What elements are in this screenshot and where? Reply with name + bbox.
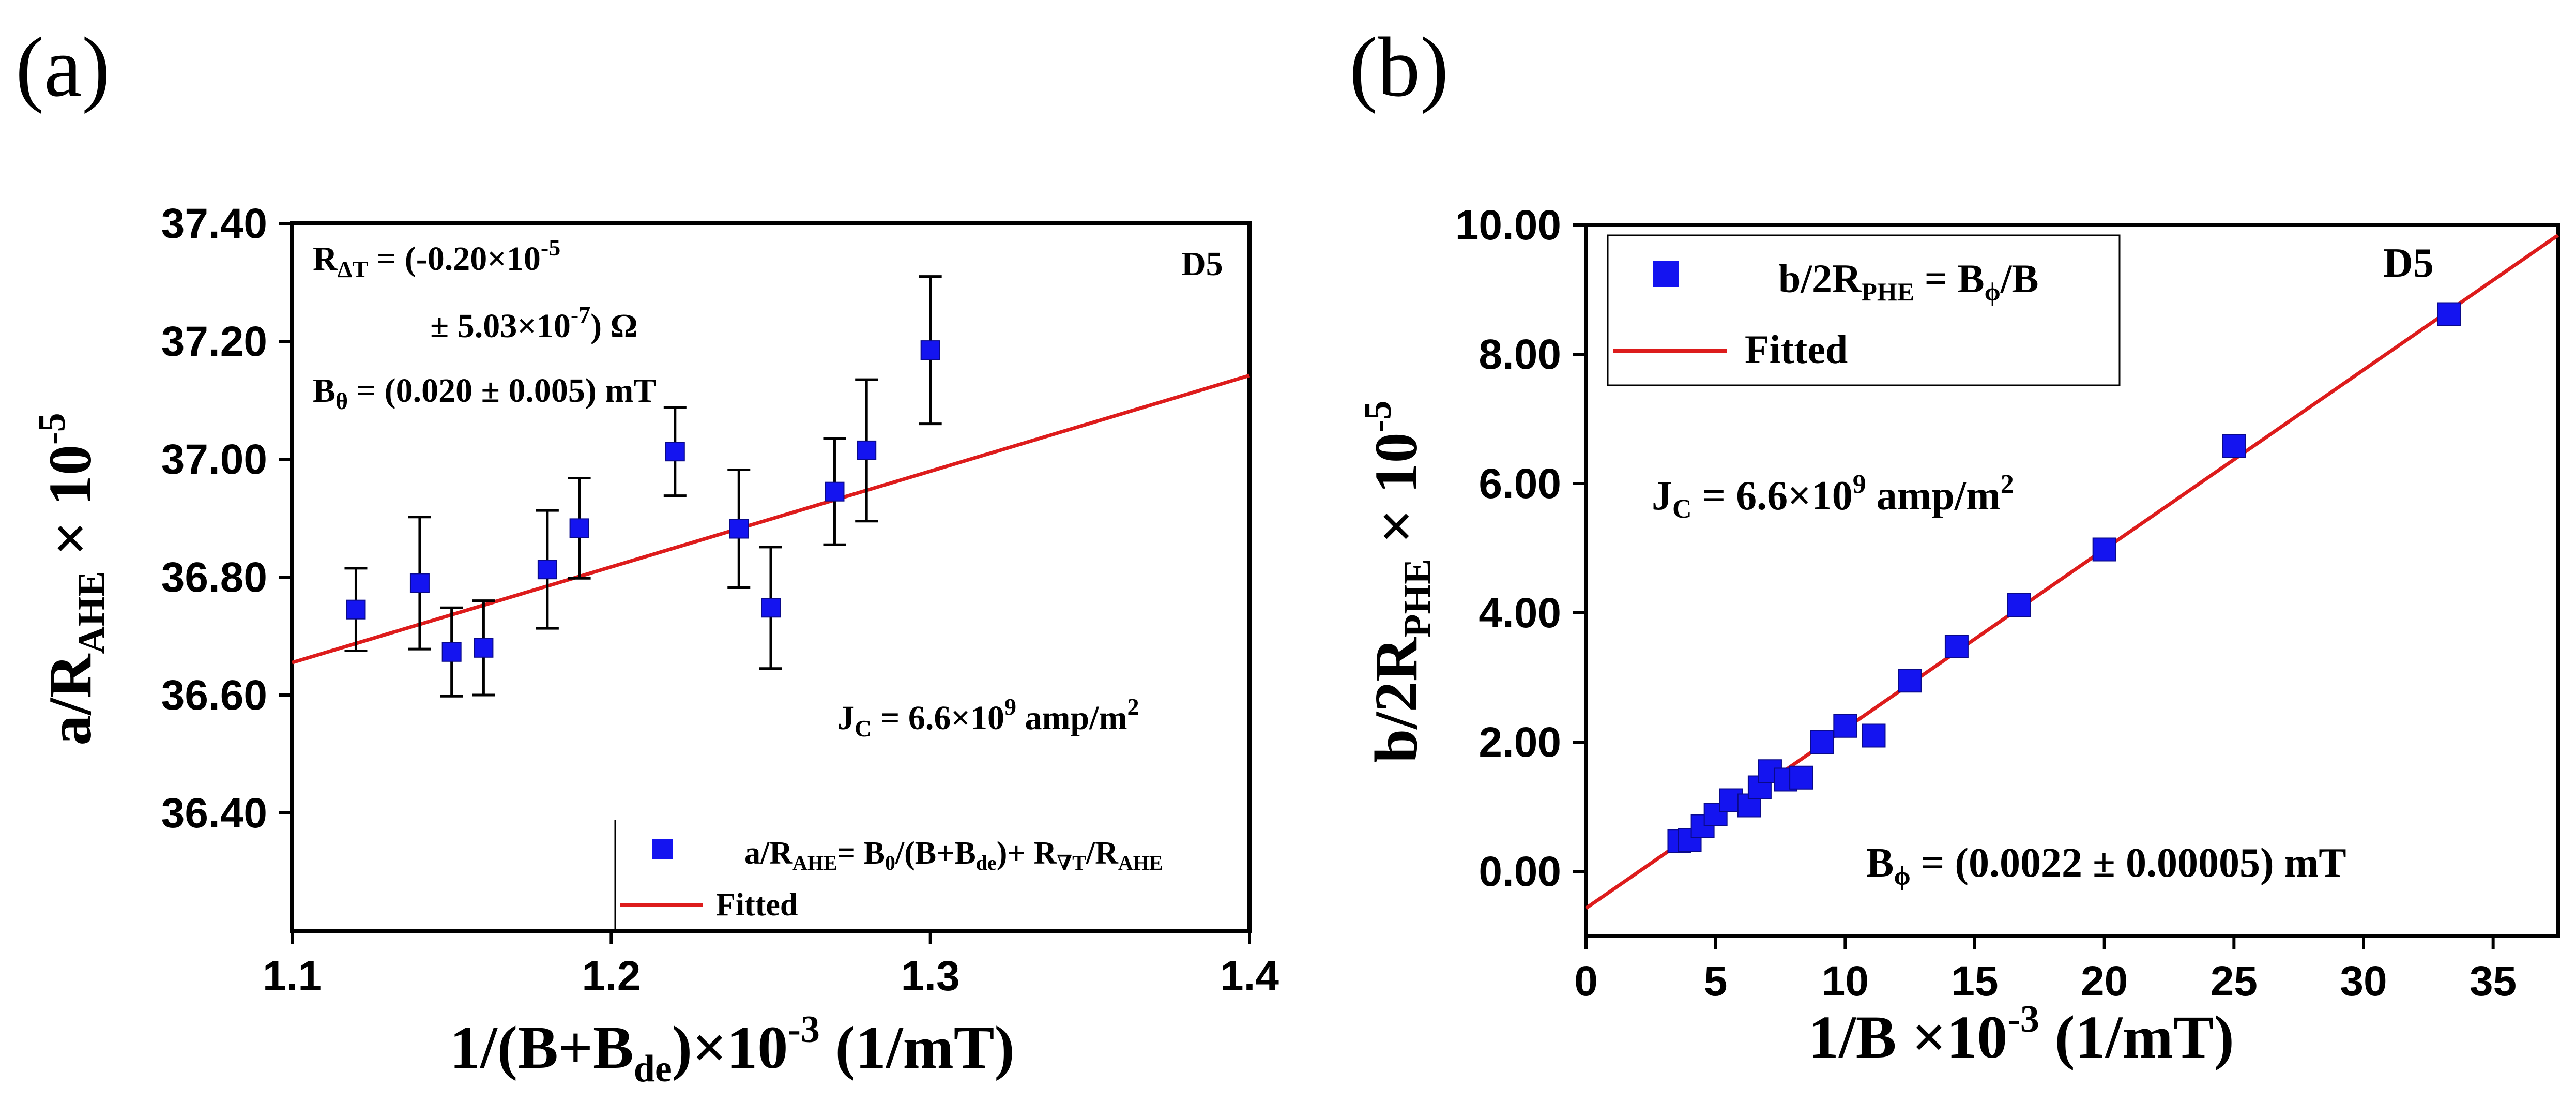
panel-a-dataset-label: D5 — [1181, 245, 1223, 283]
data-point — [729, 519, 749, 539]
panel-a-legend-marker — [652, 839, 673, 859]
x-tick-label: 1.4 — [1220, 953, 1279, 1000]
panel-b-plot-frame — [1584, 223, 2560, 938]
y-tick-label: 10.00 — [1455, 202, 1561, 249]
y-tick-label: 6.00 — [1478, 460, 1561, 507]
data-point — [2222, 434, 2246, 458]
data-point — [1833, 714, 1857, 738]
panel-b-marks — [1667, 302, 2461, 853]
panel-a-legend-fit-label: Fitted — [716, 887, 798, 923]
panel-b-legend-series-label: b/2RPHE = Bϕ/B — [1778, 256, 2039, 306]
panel-a-annotation-r-error: ± 5.03×10-7) Ω — [430, 301, 638, 345]
data-point — [537, 560, 557, 580]
panel-a-y-axis-title: a/RAHE × 10-5 — [31, 413, 113, 745]
data-point — [409, 573, 430, 593]
data-point — [1810, 730, 1834, 754]
panel-b-y-axis-title: b/2RPHE × 10-5 — [1357, 401, 1439, 763]
panel-a: (a) 1.1 1.2 1.3 1.4 36.40 36.60 36.80 37.00 37.2… — [16, 20, 1279, 1090]
panel-b-annotation-jc: JC = 6.6×109 amp/m2 — [1652, 470, 2014, 524]
data-point — [857, 440, 877, 460]
panel-a-marks — [344, 275, 942, 698]
panel-b-legend: b/2RPHE = Bϕ/B Fitted — [1607, 234, 2121, 386]
panel-a-legend: a/RAHE= B0/(B+Bde)+ R∇T/RAHE Fitted — [614, 820, 1163, 931]
data-point — [2092, 537, 2116, 562]
y-tick-label: 37.40 — [161, 200, 267, 247]
y-tick-label: 0.00 — [1478, 848, 1561, 895]
panel-b-x-axis-title: 1/B ×10-3 (1/mT) — [1808, 998, 2234, 1071]
panel-b-ticks: 0 5 10 15 20 25 30 35 0.00 2.00 4.00 6.00 8.00 10.00 — [1455, 202, 2517, 1005]
panel-a-legend-series-label: a/RAHE= B0/(B+Bde)+ R∇T/RAHE — [744, 836, 1163, 874]
y-tick-label: 4.00 — [1478, 590, 1561, 637]
x-tick-label: 0 — [1574, 958, 1598, 1005]
data-point — [2437, 302, 2461, 326]
y-tick-label: 2.00 — [1478, 719, 1561, 766]
panel-b-label: (b) — [1349, 20, 1449, 114]
y-tick-label: 37.00 — [161, 436, 267, 483]
data-point — [1703, 803, 1728, 826]
x-tick-label: 1.1 — [263, 953, 322, 1000]
panel-b-annotation-b-phi: Bϕ = (0.0022 ± 0.00005) mT — [1866, 840, 2346, 891]
panel-b-legend-fit-label: Fitted — [1745, 327, 1848, 372]
data-point — [569, 518, 589, 538]
x-tick-label: 20 — [2081, 958, 2128, 1005]
data-point — [346, 599, 366, 620]
x-tick-label: 25 — [2211, 958, 2258, 1005]
panel-a-ticks: 1.1 1.2 1.3 1.4 36.40 36.60 36.80 37.00 37.20 37.… — [161, 200, 1279, 1000]
x-tick-label: 10 — [1822, 958, 1869, 1005]
data-point — [920, 340, 940, 360]
y-tick-label: 36.60 — [161, 672, 267, 719]
x-tick-label: 1.2 — [582, 953, 641, 1000]
y-tick-label: 36.80 — [161, 554, 267, 601]
x-tick-label: 1.3 — [901, 953, 960, 1000]
data-point — [441, 642, 462, 662]
x-tick-label: 30 — [2340, 958, 2387, 1005]
data-point — [761, 598, 781, 618]
x-tick-label: 5 — [1704, 958, 1728, 1005]
data-point — [1789, 765, 1813, 790]
panel-a-annotation-jc: JC = 6.6×109 amp/m2 — [837, 693, 1139, 742]
y-tick-label: 37.20 — [161, 318, 267, 365]
y-tick-label: 8.00 — [1478, 331, 1561, 378]
panel-a-annotation-r-delta-t: RΔT = (-0.20×10-5 — [313, 234, 560, 282]
panel-a-annotation-b-theta: Bθ = (0.020 ± 0.005) mT — [313, 372, 656, 414]
data-point — [1862, 723, 1886, 748]
panel-b-dataset-label: D5 — [2383, 240, 2434, 286]
data-point — [2007, 593, 2031, 617]
y-tick-label: 36.40 — [161, 790, 267, 837]
panel-a-x-axis-title: 1/(B+Bde)×10-3 (1/mT) — [450, 1008, 1015, 1090]
x-tick-label: 15 — [1951, 958, 1998, 1005]
x-tick-label: 35 — [2470, 958, 2517, 1005]
panel-b: (b) 0 5 10 15 20 25 30 35 0.00 2.00 4.00 6.00 8.00 10… — [1349, 20, 2560, 1071]
data-point — [474, 638, 494, 658]
panel-a-label: (a) — [16, 20, 110, 114]
data-point — [665, 442, 685, 462]
data-point — [1898, 669, 1922, 693]
data-point — [1944, 635, 1969, 658]
data-point — [825, 481, 845, 502]
panel-b-legend-marker — [1653, 261, 1679, 287]
